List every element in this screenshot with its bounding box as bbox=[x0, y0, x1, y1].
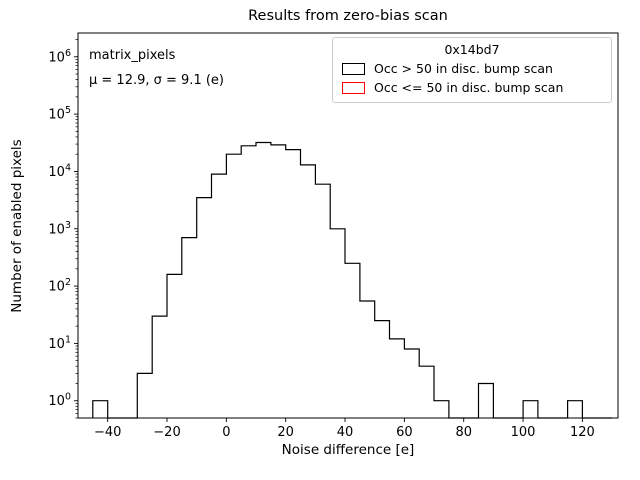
svg-text:80: 80 bbox=[455, 425, 472, 440]
svg-text:105: 105 bbox=[48, 105, 71, 123]
svg-text:100: 100 bbox=[511, 425, 536, 440]
legend-label-occ-gt-50: Occ > 50 in disc. bump scan bbox=[374, 61, 553, 76]
chart-title: Results from zero-bias scan bbox=[248, 8, 448, 24]
legend-swatch-black bbox=[342, 62, 365, 75]
y-axis-label: Number of enabled pixels bbox=[9, 139, 25, 313]
svg-text:40: 40 bbox=[337, 425, 354, 440]
svg-text:103: 103 bbox=[48, 220, 71, 238]
svg-text:120: 120 bbox=[570, 425, 595, 440]
svg-text:104: 104 bbox=[48, 162, 71, 180]
legend-label-occ-le-50: Occ <= 50 in disc. bump scan bbox=[374, 80, 564, 95]
svg-text:106: 106 bbox=[48, 48, 71, 66]
svg-text:−20: −20 bbox=[153, 425, 180, 440]
x-axis-label: Noise difference [e] bbox=[281, 442, 415, 458]
legend-title: 0x14bd7 bbox=[444, 42, 500, 57]
svg-text:60: 60 bbox=[396, 425, 413, 440]
svg-text:−40: −40 bbox=[94, 425, 121, 440]
legend-entry: Occ > 50 in disc. bump scan bbox=[342, 61, 602, 76]
svg-text:20: 20 bbox=[277, 425, 294, 440]
svg-text:102: 102 bbox=[48, 277, 71, 295]
annotation-mu-sigma: μ = 12.9, σ = 9.1 (e) bbox=[89, 72, 224, 88]
legend-swatch-red bbox=[342, 81, 365, 94]
legend-entry: Occ <= 50 in disc. bump scan bbox=[342, 80, 602, 95]
stats-annotation: matrix_pixels μ = 12.9, σ = 9.1 (e) bbox=[89, 44, 224, 93]
legend: 0x14bd7 Occ > 50 in disc. bump scan Occ … bbox=[332, 37, 612, 103]
annotation-dataset-name: matrix_pixels bbox=[89, 48, 176, 63]
svg-text:100: 100 bbox=[48, 392, 71, 410]
svg-text:0: 0 bbox=[222, 425, 230, 440]
svg-text:101: 101 bbox=[48, 334, 71, 352]
